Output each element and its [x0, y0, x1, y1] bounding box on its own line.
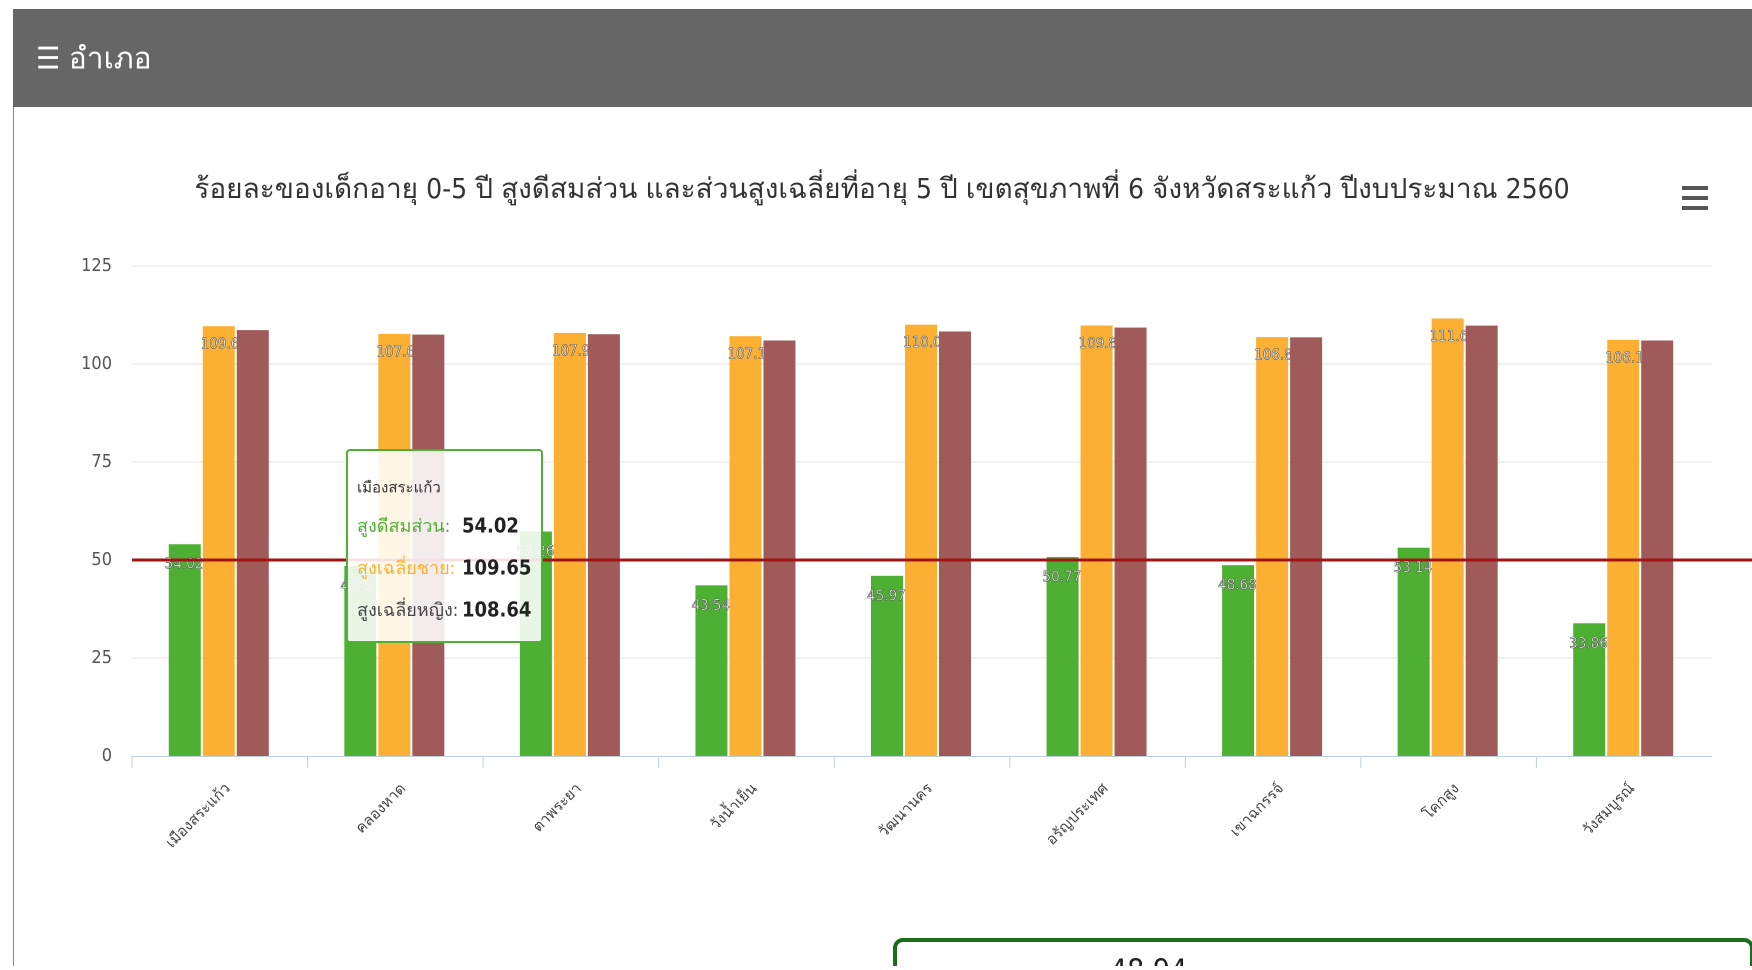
data-label: 111.62 [1430, 327, 1477, 345]
tooltip-value: 54.02 [462, 514, 519, 538]
x-tick-label: ตาพระยา [529, 779, 585, 835]
bar [1290, 337, 1323, 756]
x-tick-label: คลองหาด [352, 779, 410, 837]
data-label: 107.94 [552, 341, 599, 359]
x-tick-label: เขาฉกรรจ์ [1226, 779, 1287, 840]
bar [939, 331, 971, 756]
data-label: 106.15 [1605, 348, 1652, 366]
x-tick-label: เมืองสระแก้ว [162, 779, 234, 851]
summary-text: 48.94 [1110, 954, 1187, 967]
y-tick-label: 0 [102, 745, 112, 766]
bar [1573, 623, 1606, 756]
summary-box [893, 938, 1752, 970]
y-tick-label: 50 [91, 549, 112, 570]
bar [202, 326, 235, 756]
bar [1641, 340, 1674, 756]
data-label: 106.86 [1254, 346, 1301, 364]
data-label: 109.65 [201, 335, 248, 353]
y-tick-label: 25 [91, 647, 112, 668]
y-tick-label: 125 [81, 255, 112, 276]
bar [587, 334, 620, 756]
tooltip-name: สูงเฉลี่ยชาย: [357, 555, 455, 579]
header-bar [13, 9, 1752, 107]
tooltip-value: 109.65 [462, 556, 531, 580]
data-label: 110.03 [903, 333, 950, 351]
bar [695, 585, 728, 756]
bar [1080, 325, 1113, 756]
data-label: 109.82 [1079, 334, 1126, 352]
data-label: 33.86 [1569, 634, 1608, 652]
bar [1607, 339, 1640, 756]
x-tick-label: วังน้ำเย็น [705, 778, 761, 834]
bar [553, 332, 586, 756]
bar [1397, 547, 1430, 756]
tooltip-value: 108.64 [462, 598, 531, 622]
data-label: 50.77 [1043, 567, 1082, 585]
header-title[interactable]: ☰ อำเภอ [36, 42, 152, 77]
y-tick-label: 100 [81, 353, 112, 374]
bar [1114, 327, 1147, 756]
bar [1431, 318, 1464, 756]
data-label: 107.68 [376, 342, 423, 360]
chart-title: ร้อยละของเด็กอายุ 0-5 ปี สูงดีสมส่วน และ… [194, 169, 1569, 206]
tooltip-name: สูงเฉลี่ยหญิง: [357, 597, 458, 621]
tooltip-name: สูงดีสมส่วน: [357, 516, 450, 537]
bar [1465, 325, 1498, 756]
tooltip: เมืองสระแก้ว สูงดีสมส่วน: 54.02 สูงเฉลี่ยช… [346, 449, 543, 643]
bar [236, 330, 269, 756]
data-label: 43.54 [691, 596, 730, 614]
bar [1256, 337, 1289, 756]
x-tick-label: วังสมบูรณ์ [1579, 779, 1639, 839]
bar [1046, 556, 1079, 756]
bar [763, 340, 796, 756]
bar [905, 324, 937, 756]
x-tick-label: โคกสูง [1419, 779, 1463, 823]
x-tick-label: วัฒนานคร [874, 779, 936, 841]
data-label: 45.97 [867, 586, 906, 604]
x-tick-label: อรัญประเทศ [1042, 779, 1112, 849]
data-label: 48.68 [1218, 576, 1257, 594]
menu-icon[interactable] [1682, 186, 1708, 210]
bar [168, 544, 201, 756]
y-tick-label: 75 [91, 451, 112, 472]
bar [871, 575, 903, 756]
bar [729, 336, 762, 756]
tooltip-category: เมืองสระแก้ว [357, 479, 441, 497]
data-label: 54.02 [165, 555, 204, 573]
bar [1222, 565, 1255, 756]
data-label: 53.14 [1394, 558, 1433, 576]
data-label: 107.1 [727, 345, 766, 363]
